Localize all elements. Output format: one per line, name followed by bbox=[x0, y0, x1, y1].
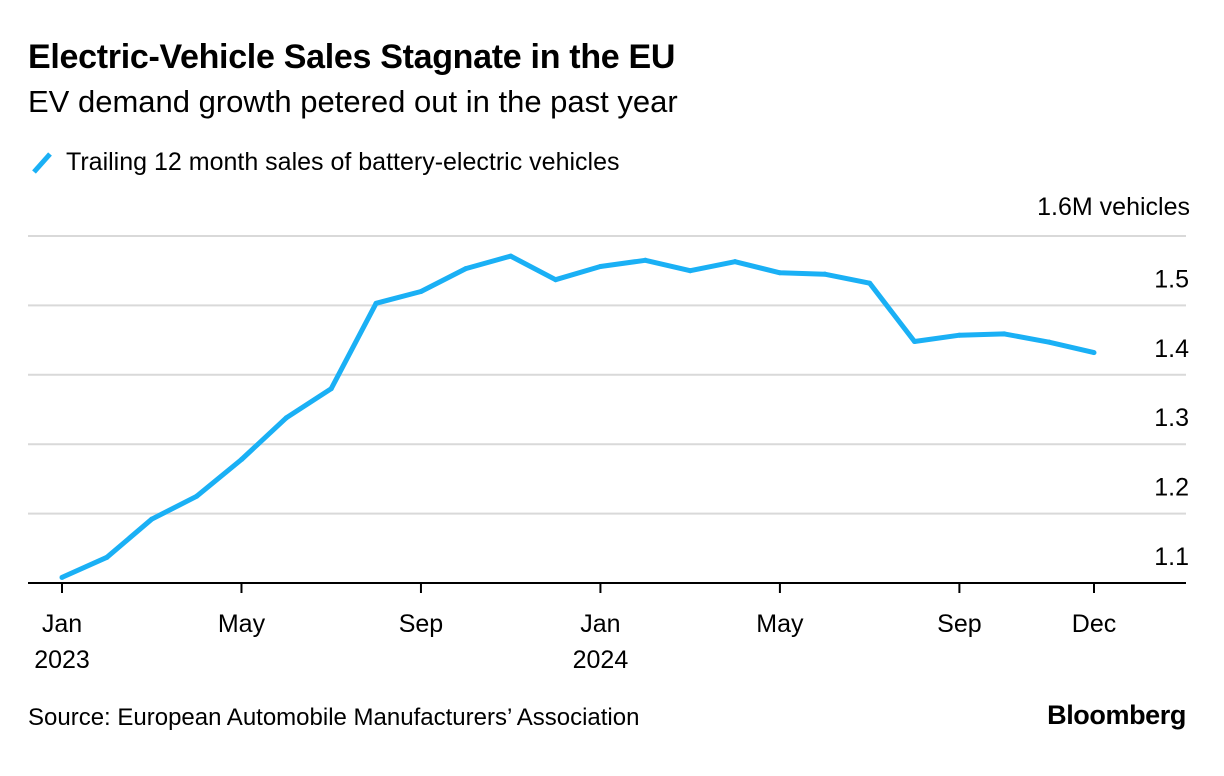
x-tick-label: Jan bbox=[580, 610, 620, 638]
data-point bbox=[732, 259, 738, 265]
x-tick-label: Dec bbox=[1072, 610, 1116, 638]
x-tick-label: Sep bbox=[399, 610, 443, 638]
y-axis-tick-labels: 1.1 1.2 1.3 1.4 1.5 bbox=[1154, 265, 1189, 571]
data-point bbox=[373, 300, 379, 306]
legend-swatch-icon bbox=[32, 152, 52, 174]
y-tick-label: 1.5 bbox=[1154, 265, 1189, 293]
y-tick-label: 1.2 bbox=[1154, 474, 1189, 502]
source-note: Source: European Automobile Manufacturer… bbox=[28, 704, 640, 731]
data-point bbox=[104, 554, 110, 560]
y-tick-label: 1.1 bbox=[1154, 543, 1189, 571]
data-point bbox=[687, 268, 693, 274]
data-point bbox=[194, 493, 200, 499]
line-chart: 1.1 1.2 1.3 1.4 1.5 Jan 2023 May Sep Jan 2024 May S… bbox=[28, 235, 1189, 674]
x-axis-tick-labels: Jan 2023 May Sep Jan 2024 May Sep Dec bbox=[34, 610, 1116, 674]
data-point bbox=[597, 264, 603, 270]
grid-lines bbox=[28, 235, 1186, 515]
series-layer bbox=[59, 253, 1097, 580]
x-tick-label: Jan bbox=[42, 610, 82, 638]
bloomberg-logo: Bloomberg bbox=[1047, 700, 1186, 730]
data-point bbox=[777, 270, 783, 276]
x-tick-year-label: 2024 bbox=[573, 646, 629, 674]
data-point bbox=[1001, 331, 1007, 337]
data-point bbox=[463, 266, 469, 272]
data-point bbox=[553, 277, 559, 283]
y-axis-unit-label: 1.6M vehicles bbox=[1037, 193, 1190, 221]
legend: Trailing 12 month sales of battery-elect… bbox=[28, 145, 619, 179]
x-tick-label: May bbox=[218, 610, 266, 638]
y-tick-label: 1.3 bbox=[1154, 404, 1189, 432]
data-point bbox=[822, 271, 828, 277]
chart-subtitle: EV demand growth petered out in the past… bbox=[28, 84, 678, 119]
x-tick-label: Sep bbox=[937, 610, 981, 638]
data-point bbox=[912, 338, 918, 344]
series-line bbox=[60, 253, 1095, 580]
data-point bbox=[238, 456, 244, 462]
data-point bbox=[508, 253, 514, 259]
data-point bbox=[149, 516, 155, 522]
x-axis bbox=[28, 582, 1186, 593]
y-tick-label: 1.4 bbox=[1154, 335, 1189, 363]
x-tick-label: May bbox=[756, 610, 804, 638]
data-point bbox=[867, 280, 873, 286]
data-point bbox=[283, 415, 289, 421]
x-tick-year-label: 2023 bbox=[34, 646, 90, 674]
data-point bbox=[956, 332, 962, 338]
legend-label: Trailing 12 month sales of battery-elect… bbox=[66, 147, 620, 176]
data-point bbox=[59, 574, 65, 580]
data-point bbox=[1091, 350, 1097, 356]
data-point bbox=[642, 257, 648, 263]
data-point bbox=[1046, 339, 1052, 345]
chart-title: Electric-Vehicle Sales Stagnate in the E… bbox=[28, 38, 676, 76]
data-point bbox=[418, 289, 424, 295]
data-point bbox=[328, 386, 334, 392]
